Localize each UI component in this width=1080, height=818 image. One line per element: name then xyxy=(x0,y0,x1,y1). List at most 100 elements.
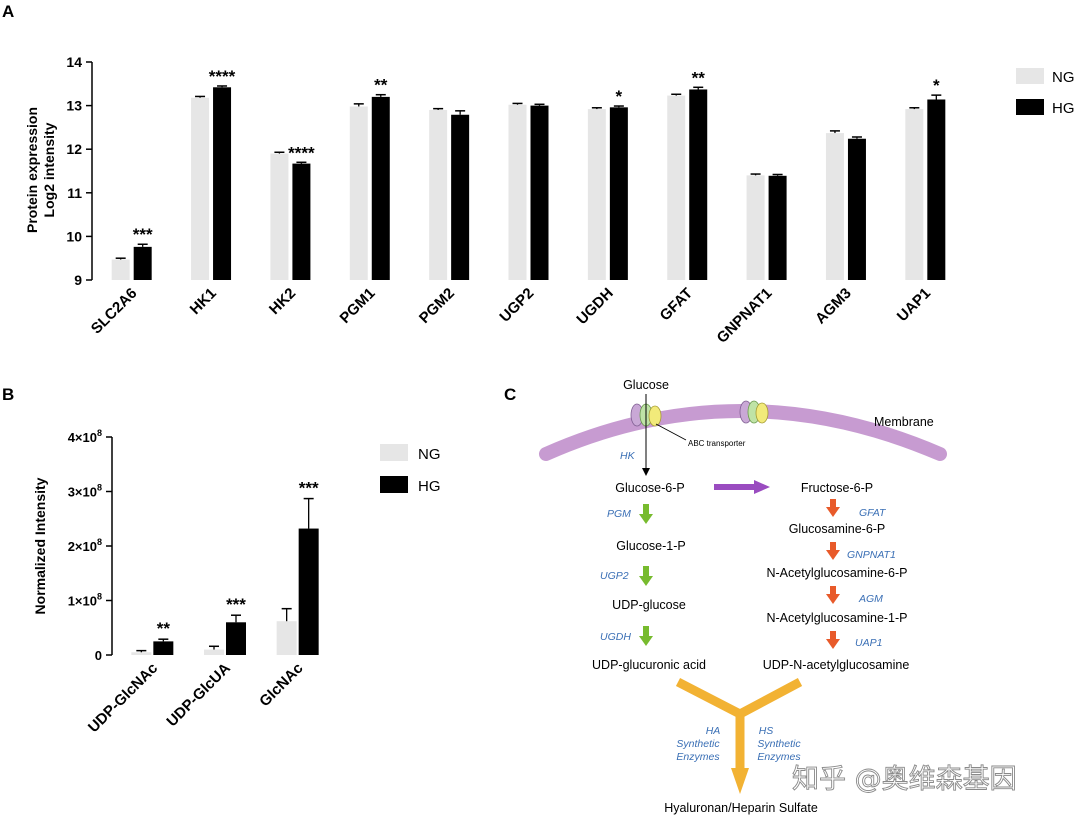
legend-b-hg-label: HG xyxy=(418,478,441,495)
chart-a-bar-ng xyxy=(825,133,844,280)
hs-enzymes-line1: HS xyxy=(759,725,774,737)
chart-b-category-label: UDP-GlcUA xyxy=(163,660,233,730)
purple-arrow xyxy=(714,480,770,494)
synthesis-y-arrow xyxy=(675,678,803,794)
chart-a-ytick-label: 10 xyxy=(66,228,82,244)
chart-a-bar-hg xyxy=(530,105,549,280)
chart-a-category-label: UAP1 xyxy=(894,285,934,325)
chart-b-bar-ng xyxy=(131,652,152,655)
chart-b-bar-hg xyxy=(153,641,174,655)
chart-a-bar-hg xyxy=(689,89,708,280)
chart-a-bar-hg xyxy=(927,99,946,280)
green-arrow-1 xyxy=(639,504,653,524)
chart-a-bar-ng xyxy=(508,104,527,280)
chart-a-category-label: PGM2 xyxy=(416,285,458,327)
panel-b-label: B xyxy=(2,385,14,404)
chart-b-bar-hg xyxy=(226,622,246,655)
panel-a-label: A xyxy=(2,2,14,21)
chart-a-ylabel-line1: Protein expression xyxy=(24,107,40,233)
enzyme-uap1: UAP1 xyxy=(855,637,882,649)
legend-a-hg-label: HG xyxy=(1052,100,1075,117)
chart-b-ylabel: Normalized Intensity xyxy=(32,477,48,614)
chart-b-significance: ** xyxy=(157,619,171,638)
chart-b-significance: *** xyxy=(299,479,319,498)
panel-c-label: C xyxy=(504,385,516,404)
product-label: Hyaluronan/Heparin Sulfate xyxy=(664,801,818,815)
chart-b-bar-hg xyxy=(298,528,319,655)
ha-enzymes-line2: Synthetic xyxy=(676,738,720,750)
chart-a-significance: * xyxy=(933,76,940,95)
chart-b-ytick-label: 3×108 xyxy=(68,483,102,500)
transporter-2-icon xyxy=(739,400,769,424)
chart-a-ytick-label: 14 xyxy=(66,54,82,70)
chart-a-bar-hg xyxy=(133,246,152,280)
enzyme-ugdh: UGDH xyxy=(600,631,631,643)
metabolite-udp-n-acetylglucosamine: UDP-N-acetylglucosamine xyxy=(763,658,910,672)
watermark: 知乎 @奥维森基因 xyxy=(792,764,1017,795)
chart-a-bar-hg xyxy=(292,163,311,280)
chart-a-significance: * xyxy=(616,87,623,106)
red-arrow-1 xyxy=(826,499,840,517)
chart-a-significance: ** xyxy=(692,68,706,87)
chart-a-significance: ** xyxy=(374,76,388,95)
ha-enzymes-line3: Enzymes xyxy=(676,751,720,763)
chart-a-category-label: PGM1 xyxy=(337,285,379,327)
chart-b-bar-ng xyxy=(204,649,224,655)
chart-b-category-label: UDP-GlcNAc xyxy=(85,660,161,736)
hs-enzymes-line3: Enzymes xyxy=(757,751,801,763)
chart-a-bar-ng xyxy=(429,109,448,281)
enzyme-gnpnat1: GNPNAT1 xyxy=(847,549,896,561)
chart-a: 91011121314***SLC2A6****HK1****HK2**PGM1… xyxy=(66,54,946,347)
metabolite-udp-glucose: UDP-glucose xyxy=(612,598,686,612)
chart-b-ytick-label: 4×108 xyxy=(68,428,102,445)
legend-b-ng-swatch xyxy=(380,444,408,461)
chart-a-ylabel-line2: Log2 intensity xyxy=(41,122,57,217)
chart-b-ytick-label: 0 xyxy=(95,648,102,663)
chart-a-ytick-label: 9 xyxy=(74,272,82,288)
enzyme-ugp2: UGP2 xyxy=(600,570,629,582)
chart-a-significance: **** xyxy=(209,67,236,86)
chart-a-bar-hg xyxy=(768,175,787,280)
membrane-label: Membrane xyxy=(874,415,934,429)
legend-a-hg-swatch xyxy=(1016,99,1044,115)
chart-a-ytick-label: 11 xyxy=(67,185,82,201)
chart-a-bar-ng xyxy=(349,106,368,280)
legend-a-ng-label: NG xyxy=(1052,69,1075,86)
red-arrow-3 xyxy=(826,586,840,604)
chart-b-bar-ng xyxy=(276,621,297,655)
enzyme-hk: HK xyxy=(620,450,636,462)
metabolite-fructose-6-p: Fructose-6-P xyxy=(801,481,873,495)
chart-a-significance: *** xyxy=(133,225,153,244)
chart-a-bar-ng xyxy=(746,175,765,280)
legend-b-hg-swatch xyxy=(380,476,408,493)
enzyme-agm: AGM xyxy=(858,593,883,605)
chart-a-bar-hg xyxy=(847,138,866,280)
chart-a-category-label: GFAT xyxy=(657,285,697,325)
metabolite-n-acetylglucosamine-1-p: N-Acetylglucosamine-1-P xyxy=(766,611,907,625)
legend-b-ng-label: NG xyxy=(418,446,441,463)
chart-a-category-label: SLC2A6 xyxy=(88,285,141,338)
glucose-label: Glucose xyxy=(623,378,669,392)
chart-a-bar-ng xyxy=(667,95,686,281)
ha-enzymes-line1: HA xyxy=(706,725,721,737)
chart-b-significance: *** xyxy=(226,595,246,614)
metabolite-glucose-1-p: Glucose-1-P xyxy=(616,539,685,553)
chart-a-bar-ng xyxy=(905,109,924,280)
chart-b-ytick-label: 2×108 xyxy=(68,537,102,554)
glucose-uptake-arrowhead xyxy=(642,468,650,476)
chart-a-bar-hg xyxy=(213,87,232,281)
enzyme-gfat: GFAT xyxy=(859,507,887,519)
chart-a-category-label: GNPNAT1 xyxy=(714,285,776,347)
red-arrow-4 xyxy=(826,631,840,649)
metabolite-n-acetylglucosamine-6-p: N-Acetylglucosamine-6-P xyxy=(766,566,907,580)
chart-a-bar-ng xyxy=(587,109,606,280)
green-arrow-2 xyxy=(639,566,653,586)
chart-a-category-label: UGDH xyxy=(573,285,616,328)
enzyme-pgm: PGM xyxy=(607,508,631,520)
chart-a-category-label: HK2 xyxy=(266,285,299,318)
chart-a-bar-ng xyxy=(111,259,130,280)
chart-a-significance: **** xyxy=(288,143,315,162)
abc-transporter-label: ABC transporter xyxy=(688,439,746,448)
chart-b-ytick-label: 1×108 xyxy=(68,592,102,609)
